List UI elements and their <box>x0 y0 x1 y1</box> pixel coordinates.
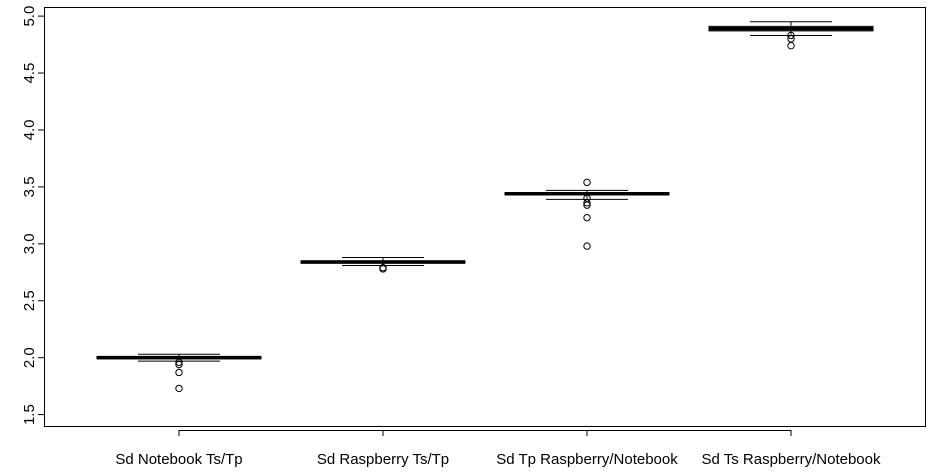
x-tick-label: Sd Notebook Ts/Tp <box>115 451 242 468</box>
x-tick-label: Sd Tp Raspberry/Notebook <box>496 451 678 468</box>
box-3 <box>504 178 670 250</box>
y-tick-label: 3.5 <box>21 176 38 197</box>
y-tick-label: 1.5 <box>21 404 38 425</box>
outlier-point <box>175 358 183 366</box>
outlier-point <box>787 31 795 40</box>
boxes <box>96 21 874 393</box>
y-tick-label: 4.5 <box>21 63 38 84</box>
y-tick-label: 2.0 <box>21 347 38 368</box>
x-tick-label: Sd Raspberry Ts/Tp <box>317 451 449 468</box>
outlier-point <box>379 265 387 273</box>
x-tick-label: Sd Ts Raspberry/Notebook <box>702 451 881 468</box>
outlier-point <box>583 178 591 187</box>
outlier-point <box>787 42 795 50</box>
y-tick-label: 4.0 <box>21 120 38 141</box>
y-tick-label: 5.0 <box>21 6 38 27</box>
y-tick-label: 3.0 <box>21 233 38 254</box>
outlier-point <box>583 199 591 207</box>
y-tick-label: 2.5 <box>21 290 38 311</box>
outlier-point <box>175 368 183 377</box>
outlier-point <box>583 213 591 222</box>
x-axis: Sd Notebook Ts/Tp Sd Raspberry Ts/Tp Sd Tp… <box>115 430 881 468</box>
box-2 <box>300 256 466 273</box>
outlier-point <box>583 201 591 209</box>
outlier-point <box>175 384 183 393</box>
box-4 <box>708 21 874 50</box>
outlier-point <box>583 242 591 250</box>
y-axis: 1.5 2.0 2.5 3.0 3.5 4.0 4.5 5.0 <box>21 6 44 425</box>
box-1 <box>96 353 262 393</box>
outlier-point <box>175 360 183 369</box>
